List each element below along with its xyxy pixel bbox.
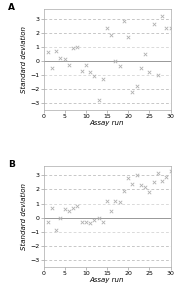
Point xyxy=(169,26,172,31)
Point xyxy=(140,66,142,70)
Point xyxy=(156,170,159,175)
Point xyxy=(101,77,104,81)
Point xyxy=(63,207,66,211)
Point xyxy=(127,176,130,181)
Point xyxy=(93,74,96,79)
Point xyxy=(46,50,49,55)
Point xyxy=(110,33,113,38)
Point xyxy=(89,70,92,74)
Point xyxy=(89,221,92,226)
Point xyxy=(144,51,147,56)
Point xyxy=(110,208,113,213)
Text: A: A xyxy=(8,3,15,12)
Point xyxy=(68,208,70,213)
Point xyxy=(161,13,163,18)
Point xyxy=(93,218,96,223)
Point xyxy=(148,70,151,74)
Point xyxy=(165,175,168,179)
Point xyxy=(80,68,83,73)
Y-axis label: Standard deviation: Standard deviation xyxy=(21,26,27,93)
Point xyxy=(84,220,87,224)
Point xyxy=(152,180,155,185)
Point xyxy=(156,72,159,77)
Point xyxy=(148,190,151,195)
Point xyxy=(51,205,53,210)
Point xyxy=(106,198,108,203)
Point xyxy=(169,169,172,173)
Point xyxy=(131,182,134,186)
Point xyxy=(72,46,74,50)
Point xyxy=(106,26,108,31)
Point xyxy=(55,48,58,53)
Point xyxy=(63,57,66,62)
Y-axis label: Standard deviation: Standard deviation xyxy=(21,183,27,250)
Point xyxy=(114,198,117,203)
Point xyxy=(118,200,121,204)
Point xyxy=(152,22,155,26)
Point xyxy=(59,215,62,220)
Point xyxy=(118,64,121,69)
Point xyxy=(101,220,104,224)
Point xyxy=(122,19,125,24)
Point xyxy=(97,215,100,220)
Point xyxy=(51,66,53,70)
Point xyxy=(72,205,74,210)
Point xyxy=(127,35,130,39)
Point xyxy=(161,179,163,183)
Point xyxy=(114,58,117,63)
Point xyxy=(135,84,138,88)
Point xyxy=(76,44,79,49)
Point xyxy=(59,56,62,60)
X-axis label: Assay run: Assay run xyxy=(90,120,124,126)
Point xyxy=(76,204,79,209)
Point xyxy=(135,173,138,178)
Point xyxy=(84,63,87,67)
Point xyxy=(55,228,58,233)
Point xyxy=(46,220,49,224)
Text: B: B xyxy=(8,160,15,168)
Point xyxy=(122,188,125,193)
Point xyxy=(165,26,168,31)
Point xyxy=(80,220,83,224)
Point xyxy=(97,98,100,102)
Point xyxy=(131,89,134,94)
Point xyxy=(140,183,142,188)
Point xyxy=(144,184,147,189)
X-axis label: Assay run: Assay run xyxy=(90,277,124,283)
Point xyxy=(68,63,70,67)
